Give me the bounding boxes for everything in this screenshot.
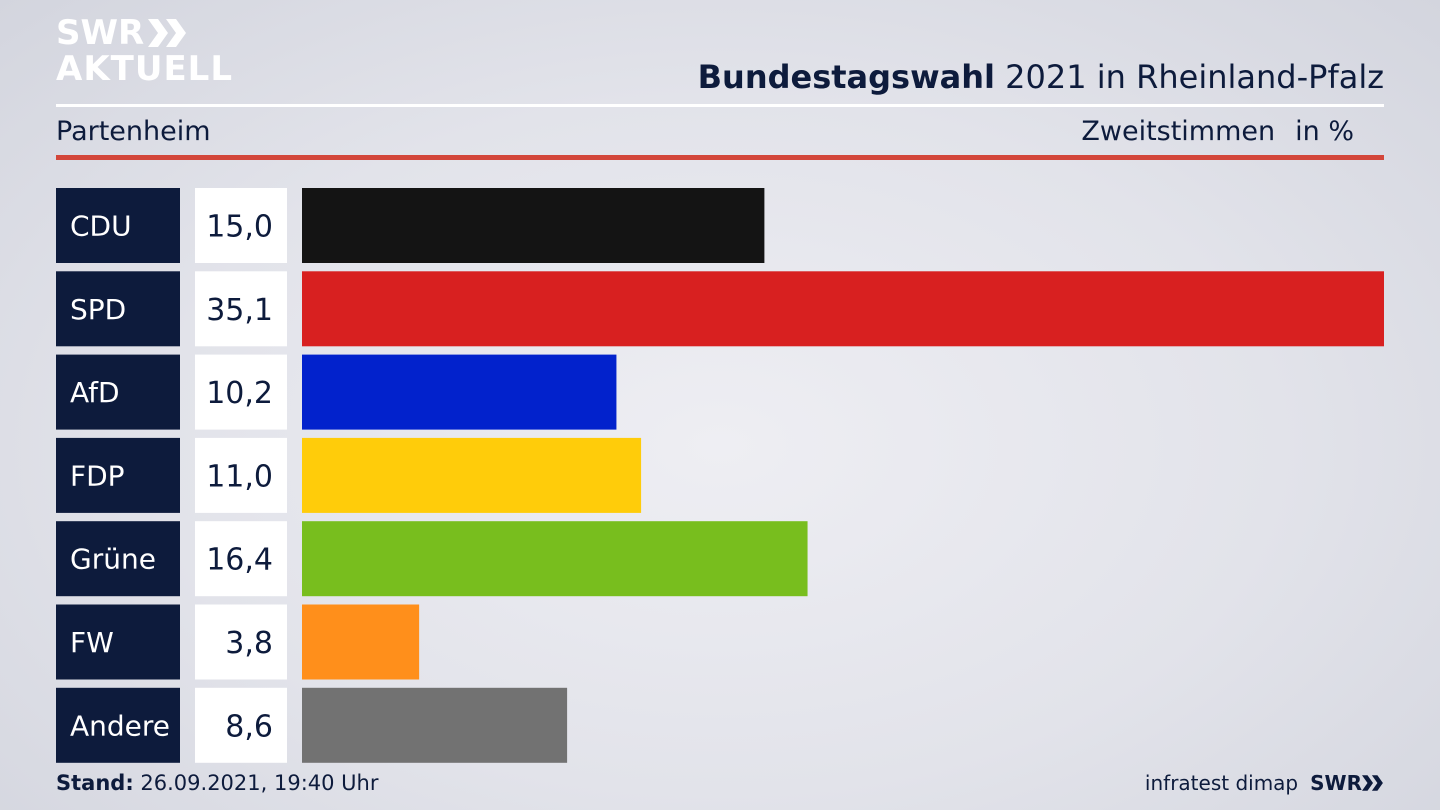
value-box-fw: [195, 604, 287, 680]
value-box-afd: [195, 354, 287, 430]
value-label-fw: 3,8: [225, 626, 273, 661]
bar-grne: [302, 521, 808, 597]
metric-label: Zweitstimmen in %: [1081, 116, 1354, 147]
headline-rest: 2021 in Rheinland-Pfalz: [995, 58, 1384, 96]
party-label-andere: Andere: [70, 709, 170, 742]
bar-spd: [302, 271, 1384, 347]
party-label-grne: Grüne: [70, 543, 156, 576]
bar-andere: [302, 687, 568, 763]
party-label-cdu: CDU: [70, 210, 132, 243]
metric-unit: in %: [1295, 116, 1354, 147]
value-label-afd: 10,2: [206, 376, 273, 411]
value-label-cdu: 15,0: [206, 210, 273, 245]
value-label-grne: 16,4: [206, 543, 273, 578]
bar-cdu: [302, 188, 765, 263]
party-label-fw: FW: [70, 626, 114, 659]
bar-fw: [302, 604, 420, 680]
double-chevron-icon: [148, 19, 187, 47]
value-box-cdu: [195, 188, 287, 263]
bar-fdp: [302, 437, 642, 513]
value-label-spd: 35,1: [206, 293, 273, 328]
party-label-box-afd: [56, 354, 180, 430]
party-label-box-spd: [56, 271, 180, 347]
swr-aktuell-logo: SWR AKTUELL: [56, 16, 233, 86]
value-box-grne: [195, 521, 287, 597]
value-box-spd: [195, 271, 287, 347]
swr-small-logo: SWR: [1310, 771, 1384, 795]
logo-text-swr: SWR: [56, 13, 145, 53]
swr-small-text: SWR: [1310, 771, 1362, 795]
stand-value: 26.09.2021, 19:40 Uhr: [133, 771, 379, 795]
party-label-spd: SPD: [70, 293, 126, 326]
footer-source: infratest dimap SWR: [1145, 771, 1384, 795]
party-label-box-andere: [56, 687, 180, 763]
source-label: infratest dimap: [1144, 771, 1299, 795]
party-label-box-cdu: [56, 188, 180, 263]
metric-name: Zweitstimmen: [1081, 116, 1276, 147]
party-label-box-fdp: [56, 437, 180, 513]
chart-headline: Bundestagswahl 2021 in Rheinland-Pfalz: [698, 58, 1384, 96]
stand-label: Stand:: [56, 771, 134, 795]
value-label-andere: 8,6: [225, 709, 273, 744]
divider-white: [56, 104, 1384, 107]
headline-bold: Bundestagswahl: [697, 58, 995, 96]
location-label: Partenheim: [56, 116, 211, 147]
double-chevron-small-icon: [1362, 775, 1383, 791]
party-label-box-grne: [56, 521, 180, 597]
party-label-fdp: FDP: [70, 459, 125, 492]
value-box-andere: [195, 687, 287, 763]
logo-text-aktuell: AKTUELL: [56, 49, 234, 89]
divider-red: [56, 155, 1384, 160]
party-label-box-fw: [56, 604, 180, 680]
value-label-fdp: 11,0: [206, 459, 273, 494]
timestamp: Stand: 26.09.2021, 19:40 Uhr: [56, 771, 379, 795]
value-box-fdp: [195, 437, 287, 513]
party-label-afd: AfD: [70, 376, 120, 409]
bar-afd: [302, 354, 617, 430]
